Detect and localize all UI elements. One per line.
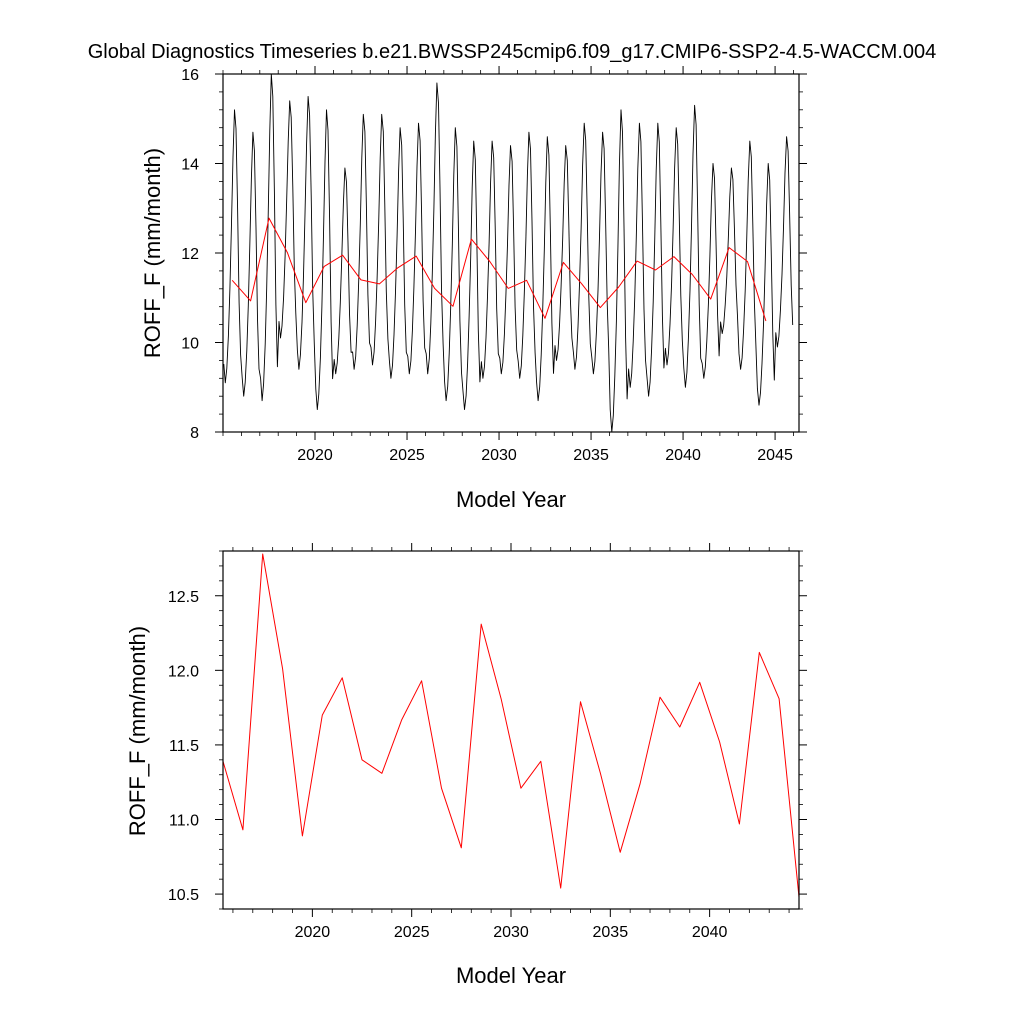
- bottom-y-tick-label: 11.5: [169, 738, 199, 755]
- bottom-x-axis-title: Model Year: [456, 963, 566, 988]
- bottom-series-layer: [222, 553, 800, 898]
- top-x-tick-label: 2020: [297, 447, 333, 464]
- chart-title: Global Diagnostics Timeseries b.e21.BWSS…: [88, 41, 937, 63]
- top-y-axis-title: ROFF_F (mm/month): [140, 148, 165, 358]
- bottom-y-axis-title: ROFF_F (mm/month): [125, 626, 150, 836]
- top-y-tick-label: 16: [181, 67, 199, 84]
- top-y-tick-label: 10: [181, 336, 199, 353]
- top-panel: 2020 2025 2030 2035 2040 2045 8 10 12 14 16 Model …: [140, 66, 807, 512]
- bottom-x-tick-label: 2030: [493, 924, 529, 941]
- top-x-tick-label: 2035: [573, 447, 609, 464]
- top-y-tick-label: 12: [181, 246, 199, 263]
- bottom-series-line-annual: [222, 553, 800, 898]
- bottom-x-tick-label: 2040: [692, 924, 728, 941]
- bottom-y-tick-label: 10.5: [168, 887, 199, 904]
- top-axes-layer: 2020 2025 2030 2035 2040 2045 8 10 12 14 16: [181, 66, 807, 464]
- bottom-y-tick-label: 12.5: [168, 589, 199, 606]
- top-series-line-annual: [231, 217, 767, 322]
- bottom-panel: 2020 2025 2030 2035 2040 10.5 11.0 11.5 12.0 12.5…: [125, 543, 807, 988]
- top-y-tick-label: 8: [190, 425, 199, 442]
- bottom-y-tick-label: 12.0: [168, 663, 199, 680]
- top-x-tick-label: 2025: [389, 447, 425, 464]
- top-series-layer: [223, 73, 794, 433]
- bottom-axes-layer: 2020 2025 2030 2035 2040 10.5 11.0 11.5 12.0 12.5: [168, 543, 807, 941]
- bottom-x-tick-label: 2025: [394, 924, 430, 941]
- top-series-line-monthly: [223, 73, 794, 433]
- top-y-tick-label: 14: [181, 157, 199, 174]
- bottom-y-tick-label: 11.0: [169, 813, 199, 830]
- top-x-tick-label: 2040: [665, 447, 701, 464]
- bottom-plot-frame: [222, 550, 800, 910]
- bottom-x-tick-label: 2020: [295, 924, 331, 941]
- bottom-x-tick-label: 2035: [593, 924, 629, 941]
- top-x-tick-label: 2045: [757, 447, 793, 464]
- top-x-tick-label: 2030: [481, 447, 517, 464]
- top-x-axis-title: Model Year: [456, 487, 566, 512]
